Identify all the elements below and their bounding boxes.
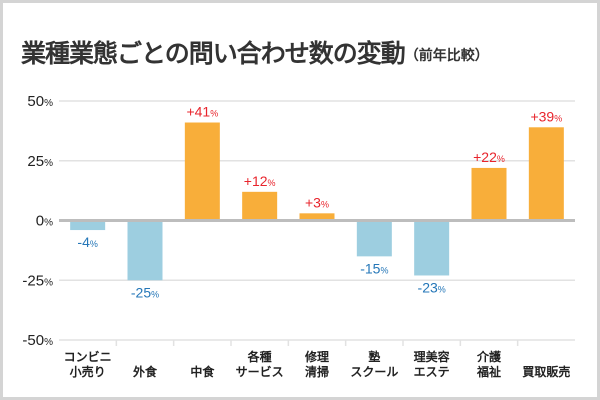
y-tick-label: 50% — [27, 93, 53, 110]
y-tick-label: 0% — [36, 213, 53, 230]
data-label-number: -15 — [360, 260, 380, 276]
data-label-number: -4 — [77, 234, 90, 250]
data-label: +39% — [530, 108, 562, 124]
data-label-percent: % — [210, 109, 218, 119]
y-tick-number: 0 — [36, 213, 44, 230]
data-label-number: +41 — [186, 104, 210, 120]
chart-title: 業種業態ごとの問い合わせ数の変動（前年比較） — [21, 34, 489, 70]
x-tick-label: 各種 — [247, 349, 272, 364]
x-tick-label: 清掃 — [305, 364, 329, 379]
x-tick-label: 買取販売 — [522, 364, 570, 379]
data-label-number: -25 — [131, 284, 151, 300]
x-tick-label: コンビニ — [64, 349, 112, 364]
data-label-number: -23 — [418, 279, 438, 295]
data-label-percent: % — [90, 239, 98, 249]
data-label-number: +3 — [305, 194, 321, 210]
data-label-percent: % — [321, 199, 329, 209]
x-tick-label: 修理 — [304, 349, 329, 364]
y-tick-percent: % — [44, 337, 53, 348]
bar — [299, 213, 335, 221]
data-label-percent: % — [151, 289, 159, 299]
value-labels: -4%-25%+41%+12%+3%-15%-23%+22%+39% — [77, 104, 562, 301]
data-label: +22% — [473, 149, 505, 165]
data-label: -4% — [77, 234, 97, 250]
y-tick-label: -50% — [22, 332, 53, 349]
data-label-number: +12 — [244, 173, 268, 189]
x-tick-label: 小売り — [70, 364, 106, 379]
bar — [242, 191, 278, 221]
data-label: +41% — [186, 104, 218, 120]
chart-title-main: 業種業態ごとの問い合わせ数の変動 — [21, 39, 406, 68]
y-tick-number: -50 — [22, 332, 44, 349]
bar — [471, 167, 507, 221]
data-label-number: +39 — [530, 108, 554, 124]
x-tick-label: サービス — [236, 364, 284, 379]
bar — [184, 122, 220, 221]
bar — [127, 220, 163, 281]
x-tick-label: 塾 — [368, 349, 380, 364]
data-label: +12% — [244, 173, 276, 189]
data-label-percent: % — [438, 284, 446, 294]
data-label-percent: % — [497, 154, 505, 164]
data-label-percent: % — [380, 265, 388, 275]
bar — [414, 220, 450, 276]
data-label-number: +22 — [473, 149, 497, 165]
x-tick-label: エステ — [414, 365, 450, 379]
x-tick-label: 福祉 — [476, 364, 501, 379]
y-tick-percent: % — [44, 277, 53, 288]
y-tick-number: 50 — [27, 93, 44, 110]
data-label-percent: % — [554, 113, 562, 123]
data-label-percent: % — [268, 178, 276, 188]
bars — [70, 122, 564, 281]
bar — [528, 127, 564, 221]
data-label: +3% — [305, 194, 329, 210]
x-tick-label: スクール — [350, 365, 398, 379]
x-tick-label: 理美容 — [414, 349, 450, 364]
y-tick-label: 25% — [27, 153, 53, 170]
y-tick-percent: % — [44, 218, 53, 229]
bar — [356, 220, 392, 257]
bar — [70, 220, 106, 231]
y-tick-number: 25 — [27, 153, 44, 170]
data-label: -15% — [360, 260, 388, 276]
y-tick-number: -25 — [22, 272, 44, 289]
x-tick-label: 外食 — [133, 364, 158, 379]
y-tick-percent: % — [44, 158, 53, 169]
x-tick-label: 介護 — [476, 349, 502, 364]
data-label: -25% — [131, 284, 159, 300]
y-tick-label: -25% — [22, 272, 53, 289]
data-label: -23% — [418, 279, 446, 295]
y-axis-ticks: 50%25%0%-25%-50% — [22, 93, 53, 349]
y-tick-percent: % — [44, 98, 53, 109]
x-tick-label: 中食 — [190, 364, 215, 379]
chart-title-sub: （前年比較） — [404, 48, 489, 64]
